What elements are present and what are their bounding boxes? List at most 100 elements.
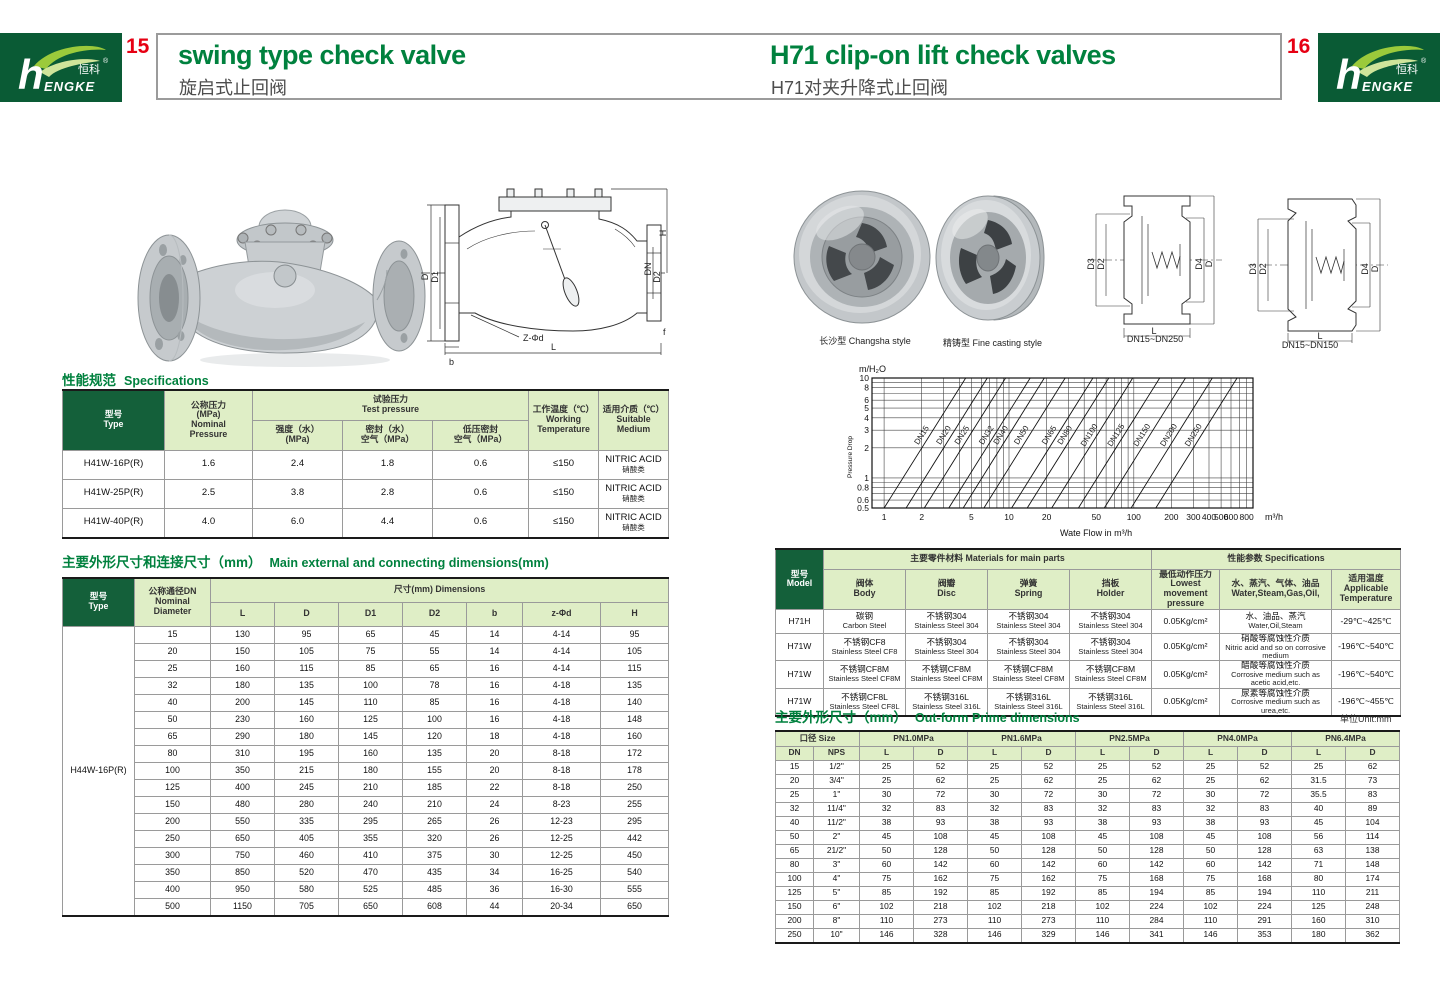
table-row: 200 8" 110 273 110 273 110 284 110 291 160 310 <box>775 913 1400 929</box>
table-cell: 194 <box>1237 885 1292 901</box>
changsha-style-valve-photo <box>793 190 931 324</box>
dim-label-D2: D2 <box>652 271 662 283</box>
table-cell: 2.4 <box>252 449 343 480</box>
table-cell: 45 <box>859 829 914 845</box>
table-row: 80 310 195 160 135 20 8-18 172 <box>63 744 670 763</box>
table-row: 100 4" 75 162 75 162 75 168 75 168 80 174 <box>775 871 1400 887</box>
right-page-title: H71 clip-on lift check valves <box>770 40 1116 70</box>
right-page-subtitle: H71对夹升降式止回阀 <box>771 78 949 98</box>
table-cell: 265 <box>402 812 467 831</box>
table-cell: 110 <box>967 913 1022 929</box>
table-cell: 62 <box>1021 773 1076 789</box>
table-cell: 172 <box>599 744 670 763</box>
table-cell: 750 <box>210 846 275 865</box>
table-cell: 8-18 <box>522 761 601 780</box>
table-cell: 850 <box>210 863 275 882</box>
table-cell: 150 <box>134 795 211 814</box>
table-cell: 108 <box>1237 829 1292 845</box>
th-nominal-pressure: 公称压力 (MPa) Nominal Pressure <box>164 389 253 451</box>
th-type: 型号 Type <box>62 389 165 451</box>
table-cell: 60 <box>1075 857 1130 873</box>
th-pn40: PN4.0MPa <box>1183 730 1292 747</box>
dim-label-D3: D3 <box>1086 258 1096 270</box>
y-tick-label: 6 <box>864 395 869 405</box>
spec-section-title-cn: 性能规范 <box>62 373 116 388</box>
table-cell: 255 <box>599 795 670 814</box>
table-cell: 295 <box>599 812 670 831</box>
column-header: L <box>210 601 275 627</box>
th-suitable-medium: 适用介质（℃） Suitable Medium <box>598 389 670 451</box>
table-row: 400 950 580 525 485 36 16-30 555 <box>63 880 670 899</box>
table-row: 250 10" 146 328 146 329 146 341 146 353 180 362 <box>775 927 1400 943</box>
column-header: D <box>1021 745 1076 761</box>
table-cell: 5" <box>813 885 860 901</box>
column-header: H <box>599 601 670 627</box>
table-row: H71H 碳钢 Carbon Steel 不锈钢304 Stainless Steel … <box>775 608 1402 634</box>
leaf-swoosh-icon <box>1352 45 1424 69</box>
table-cell: 93 <box>1129 815 1184 831</box>
table-cell: 300 <box>134 846 211 865</box>
table-cell: 50 <box>775 829 814 845</box>
table-cell: 555 <box>599 880 670 899</box>
table-cell: 不锈钢304 Stainless Steel 304 <box>1068 632 1153 662</box>
table-cell: 31.5 <box>1291 773 1346 789</box>
table-cell: 218 <box>1021 899 1076 915</box>
dim-label-D1: D1 <box>430 271 440 283</box>
th-pn16: PN1.6MPa <box>967 730 1076 747</box>
table-cell: 醋酸等腐蚀性介质 Corrosive medium such as acetic … <box>1219 660 1333 689</box>
table-cell: 450 <box>599 846 670 865</box>
table-cell: 40 <box>1291 801 1346 817</box>
table-cell: 192 <box>1021 885 1076 901</box>
table-cell: 8-23 <box>522 795 601 814</box>
table-cell: 93 <box>1237 815 1292 831</box>
dim-label-D4: D4 <box>1360 263 1370 275</box>
table-cell: 146 <box>1075 927 1130 943</box>
table-cell: 50 <box>1183 843 1238 859</box>
y-axis-label: Pressure Drop <box>847 436 854 478</box>
table-cell: 110 <box>1183 913 1238 929</box>
table-cell: H71H <box>775 608 824 634</box>
th-test-pressure: 试验压力 Test pressure <box>251 389 530 421</box>
table-cell: 75 <box>338 642 403 661</box>
table-cell: 146 <box>967 927 1022 943</box>
table-cell: 75 <box>1183 871 1238 887</box>
th-lowpressure-seal: 低压密封 空气（MPa） <box>431 419 530 451</box>
table-cell: 25 <box>1075 759 1130 775</box>
table-cell: 50 <box>859 843 914 859</box>
table-cell: 4-18 <box>522 676 601 695</box>
table-cell: 608 <box>402 897 467 916</box>
table-row: 250 650 405 355 320 26 12-25 442 <box>63 829 670 848</box>
table-cell: 100 <box>134 761 211 780</box>
spec-section-title-en: Specifications <box>124 374 209 388</box>
x-tick-label: 5 <box>969 512 974 522</box>
table-cell: NITRIC ACID 硝酸类 <box>598 507 670 538</box>
y-tick-label: 0.8 <box>857 483 869 493</box>
logo-letter: h <box>18 51 44 98</box>
table-cell: 115 <box>599 659 670 678</box>
dn-line-label: DN80 <box>1056 424 1075 447</box>
table-cell: 20 <box>134 642 211 661</box>
dim-label-D3: D3 <box>1248 263 1258 275</box>
th-body: 阀体 Body <box>823 568 906 610</box>
table-cell: 75 <box>859 871 914 887</box>
table-cell: 410 <box>338 846 403 865</box>
table-cell: 62 <box>1129 773 1184 789</box>
table-cell: 650 <box>338 897 403 916</box>
table-cell: 128 <box>913 843 968 859</box>
th-model: 型号 Model <box>775 548 824 610</box>
table-cell: 195 <box>274 744 339 763</box>
table-row: 32 180 135 100 78 16 4-18 135 <box>63 676 670 695</box>
th-spring: 弹簧 Spring <box>987 568 1070 610</box>
table-cell: 20 <box>775 773 814 789</box>
table-cell: 32 <box>134 676 211 695</box>
table-cell: 12-25 <box>522 829 601 848</box>
table-cell: 128 <box>1129 843 1184 859</box>
table-row: 125 400 245 210 185 22 8-18 250 <box>63 778 670 797</box>
table-cell: H71W <box>775 660 824 689</box>
table-cell: 180 <box>1291 927 1346 943</box>
table-row: 150 6" 102 218 102 218 102 224 102 224 125 248 <box>775 899 1400 915</box>
table-cell: 78 <box>402 676 467 695</box>
table-cell: 不锈钢316L Stainless Steel 316L <box>987 687 1070 717</box>
table-cell: ≤150 <box>528 507 600 538</box>
